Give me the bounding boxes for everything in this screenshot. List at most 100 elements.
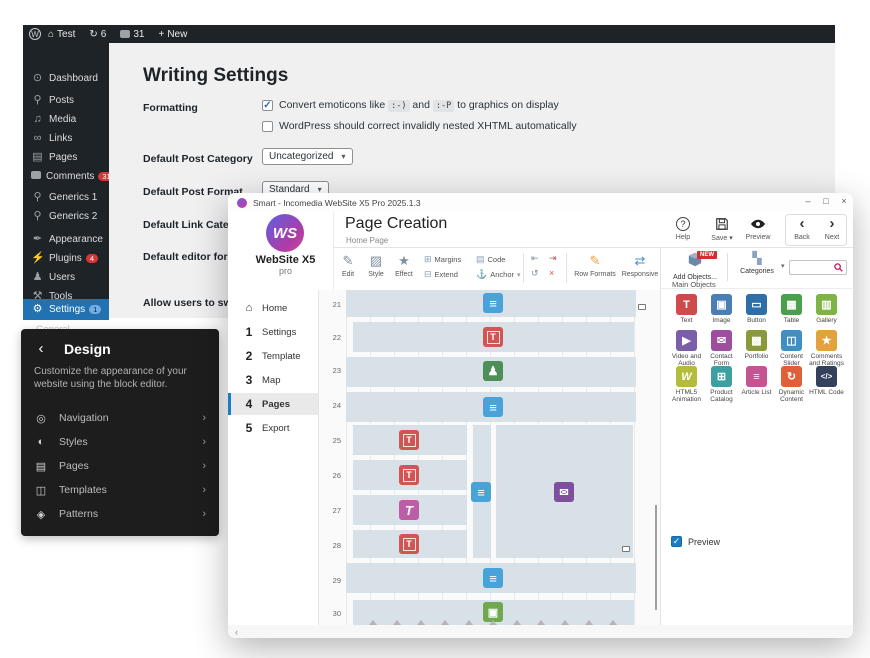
responsive-button[interactable]: ⇄ Responsive bbox=[620, 253, 660, 278]
delete-cell-button[interactable]: × bbox=[549, 268, 555, 278]
wp-site-link[interactable]: ⌂ Test bbox=[41, 25, 82, 43]
wordpress-logo-icon[interactable]: W bbox=[29, 28, 41, 40]
remove-cell-button[interactable]: ⇥ bbox=[549, 253, 557, 263]
back-chevron-icon[interactable]: ‹ bbox=[38, 340, 44, 357]
image-object-icon[interactable]: ▣ bbox=[483, 602, 503, 622]
step-settings[interactable]: 1 Settings bbox=[228, 321, 318, 343]
sidebar-item-links[interactable]: ∞ Links bbox=[23, 129, 109, 148]
text-list-object-icon[interactable]: ≡ bbox=[483, 568, 503, 588]
sidebar-item-plugins[interactable]: ⚡ Plugins 4 bbox=[23, 249, 109, 268]
column-marker[interactable] bbox=[417, 620, 425, 625]
edit-button[interactable]: ✎ Edit bbox=[334, 253, 362, 278]
object-portfolio[interactable]: ▩ Portfolio bbox=[739, 330, 774, 360]
wp-comments-link[interactable]: 31 bbox=[113, 25, 151, 43]
extend-button[interactable]: ⊟ Extend bbox=[424, 269, 458, 280]
insert-cell-left-button[interactable]: ⇤ bbox=[531, 253, 539, 263]
close-button[interactable]: × bbox=[841, 196, 847, 206]
save-button[interactable]: Save ▾ bbox=[704, 215, 740, 242]
next-button[interactable]: › Next bbox=[817, 215, 847, 241]
gallery-object-icon[interactable]: ♟ bbox=[483, 361, 503, 381]
object-image[interactable]: ▣ Image bbox=[704, 294, 739, 324]
column-marker[interactable] bbox=[369, 620, 377, 625]
categories-button[interactable]: ▚ Categories bbox=[733, 251, 781, 275]
add-objects-button[interactable]: NEW Add Objects... bbox=[669, 251, 721, 281]
step-home[interactable]: ⌂ Home bbox=[228, 297, 318, 319]
xhtml-checkbox[interactable] bbox=[262, 120, 273, 132]
maximize-button[interactable]: □ bbox=[823, 196, 829, 206]
step-map[interactable]: 3 Map bbox=[228, 369, 318, 391]
step-export[interactable]: 5 Export bbox=[228, 417, 318, 439]
object-table[interactable]: ▦ Table bbox=[774, 294, 809, 324]
preview-button[interactable]: Preview bbox=[740, 215, 776, 241]
step-template[interactable]: 2 Template bbox=[228, 345, 318, 367]
sidebar-item-users[interactable]: ♟ Users bbox=[23, 268, 109, 287]
sidebar-item-media[interactable]: ♫ Media bbox=[23, 110, 109, 129]
sidebar-item-pages[interactable]: ▤ Pages bbox=[23, 148, 109, 167]
canvas-scrollbar[interactable] bbox=[655, 505, 657, 610]
default-post-category-select[interactable]: Uncategorized ▾ bbox=[262, 148, 353, 165]
object-product-catalog[interactable]: ⊞ Product Catalog bbox=[704, 366, 739, 403]
effect-button[interactable]: ★ Effect bbox=[390, 253, 418, 278]
chevron-down-icon[interactable]: ▾ bbox=[781, 263, 785, 270]
column-marker[interactable] bbox=[393, 620, 401, 625]
style-button[interactable]: ▨ Style bbox=[362, 253, 390, 278]
column-marker[interactable] bbox=[609, 620, 617, 625]
object-video-audio[interactable]: ▶ Video and Audio bbox=[669, 330, 704, 367]
design-item-pages[interactable]: ▤ Pages › bbox=[34, 455, 206, 477]
sidebar-item-generics-2[interactable]: ⚲ Generics 2 bbox=[23, 207, 109, 226]
step-pages[interactable]: 4 Pages bbox=[228, 393, 318, 415]
preview-checkbox[interactable]: ✓ bbox=[671, 536, 682, 547]
sidebar-item-tools[interactable]: ⚒ Tools bbox=[23, 287, 109, 306]
column-marker[interactable] bbox=[537, 620, 545, 625]
object-html5-animation[interactable]: W HTML5 Animation bbox=[669, 366, 704, 403]
expand-cell-button[interactable] bbox=[622, 546, 630, 552]
title-object-icon[interactable]: T bbox=[399, 500, 419, 520]
text-object-icon[interactable]: T bbox=[483, 327, 503, 347]
text-list-object-icon[interactable]: ≡ bbox=[483, 293, 503, 313]
object-text[interactable]: T Text bbox=[669, 294, 704, 324]
text-list-object-icon[interactable]: ≡ bbox=[483, 397, 503, 417]
expand-cell-button[interactable] bbox=[638, 304, 646, 310]
window-titlebar[interactable]: Smart - Incomedia WebSite X5 Pro 2025.1.… bbox=[228, 193, 853, 212]
design-item-patterns[interactable]: ◈ Patterns › bbox=[34, 503, 206, 525]
sidebar-item-dashboard[interactable]: ⊙ Dashboard bbox=[23, 69, 109, 88]
text-object-icon[interactable]: T bbox=[399, 534, 419, 554]
help-button[interactable]: ? Help bbox=[665, 215, 701, 241]
object-comments-ratings[interactable]: ★ Comments and Ratings bbox=[809, 330, 844, 367]
column-marker[interactable] bbox=[513, 620, 521, 625]
design-item-navigation[interactable]: ◎ Navigation › bbox=[34, 407, 206, 429]
design-item-styles[interactable]: ◐ Styles › bbox=[34, 431, 206, 453]
sidebar-item-generics-1[interactable]: ⚲ Generics 1 bbox=[23, 188, 109, 207]
column-marker[interactable] bbox=[441, 620, 449, 625]
column-marker[interactable] bbox=[561, 620, 569, 625]
minimize-button[interactable]: – bbox=[805, 196, 811, 206]
anchor-button[interactable]: ⚓ Anchor ▾ bbox=[476, 269, 521, 280]
row-formats-button[interactable]: ✎ Row Formats bbox=[574, 253, 616, 278]
object-article-list[interactable]: ≡ Article List bbox=[739, 366, 774, 396]
column-marker[interactable] bbox=[465, 620, 473, 625]
object-content-slider[interactable]: ◫ Content Slider bbox=[774, 330, 809, 367]
code-button[interactable]: ▤ Code bbox=[476, 254, 505, 265]
object-dynamic-content[interactable]: ↻ Dynamic Content bbox=[774, 366, 809, 403]
search-input[interactable] bbox=[789, 260, 847, 275]
margins-button[interactable]: ⊞ Margins bbox=[424, 254, 461, 265]
text-list-object-icon[interactable]: ≡ bbox=[471, 482, 491, 502]
text-object-icon[interactable]: T bbox=[399, 430, 419, 450]
sidebar-item-comments[interactable]: Comments 31 bbox=[23, 167, 115, 186]
text-object-icon[interactable]: T bbox=[399, 465, 419, 485]
contact-form-object-icon[interactable]: ✉ bbox=[554, 482, 574, 502]
scroll-left-arrow[interactable]: ‹ bbox=[235, 626, 238, 637]
object-button[interactable]: ▭ Button bbox=[739, 294, 774, 324]
wp-new-button[interactable]: + New bbox=[151, 25, 194, 43]
sidebar-item-settings[interactable]: ⚙ Settings 1 bbox=[23, 299, 114, 320]
sidebar-item-posts[interactable]: ⚲ Posts bbox=[23, 91, 109, 110]
object-html-code[interactable]: </> HTML Code bbox=[809, 366, 844, 396]
page-layout-canvas[interactable]: 21 22 23 24 25 26 27 28 29 30 ≡ T ♟ ≡ T … bbox=[318, 290, 660, 625]
wp-updates-link[interactable]: ↻ 6 bbox=[82, 25, 113, 43]
object-contact-form[interactable]: ✉ Contact Form bbox=[704, 330, 739, 367]
emoticons-checkbox[interactable]: ✓ bbox=[262, 99, 273, 111]
back-button[interactable]: ‹ Back bbox=[787, 215, 817, 241]
rotate-cell-button[interactable]: ↺ bbox=[531, 268, 539, 278]
object-gallery[interactable]: ▥ Gallery bbox=[809, 294, 844, 324]
column-marker[interactable] bbox=[489, 620, 497, 625]
